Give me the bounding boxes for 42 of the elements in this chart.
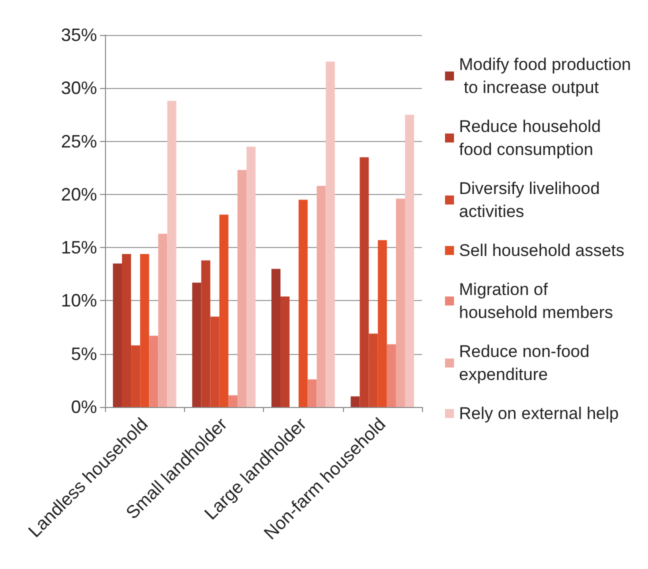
- legend-label: Rely on external help: [459, 404, 619, 423]
- bar: [131, 345, 140, 407]
- y-tick-label: 30%: [60, 78, 97, 98]
- bar: [396, 198, 406, 407]
- bar: [158, 234, 168, 407]
- bar: [167, 100, 176, 407]
- legend-label: Sell household assets: [459, 241, 624, 260]
- legend-label: Modify food production to increase output: [459, 55, 631, 97]
- bar: [228, 395, 238, 407]
- bar: [280, 296, 290, 407]
- bar: [350, 396, 360, 407]
- bar: [201, 260, 210, 407]
- y-tick-label: 35%: [60, 25, 97, 45]
- bar: [122, 254, 132, 407]
- bar: [298, 200, 308, 407]
- bar: [368, 334, 378, 407]
- bar: [192, 282, 202, 407]
- y-tick-label: 25%: [60, 131, 97, 152]
- bar: [326, 62, 335, 407]
- legend-label: Migration of household members: [459, 280, 614, 322]
- bar: [210, 316, 220, 407]
- bar: [405, 114, 414, 407]
- y-tick-label: 20%: [60, 184, 97, 204]
- bar: [237, 170, 247, 407]
- bar: [246, 146, 256, 407]
- y-tick-label: 5%: [70, 344, 97, 364]
- legend-label: Diversify livelihood activities: [459, 179, 604, 221]
- bar: [140, 254, 150, 407]
- y-tick-label: 10%: [60, 290, 97, 311]
- legend-label: Reduce household food consumption: [459, 117, 606, 159]
- bar: [378, 240, 387, 407]
- bar: [316, 186, 326, 407]
- bar: [386, 344, 396, 407]
- y-tick-label: 0%: [70, 397, 97, 417]
- bar: [219, 214, 228, 407]
- bar: [149, 336, 158, 407]
- y-tick-label: 15%: [60, 238, 97, 258]
- legend-label: Reduce non-food expenditure: [459, 342, 594, 384]
- bar: [308, 379, 317, 407]
- bar: [360, 157, 369, 407]
- bar: [271, 268, 280, 407]
- bar: [112, 264, 122, 407]
